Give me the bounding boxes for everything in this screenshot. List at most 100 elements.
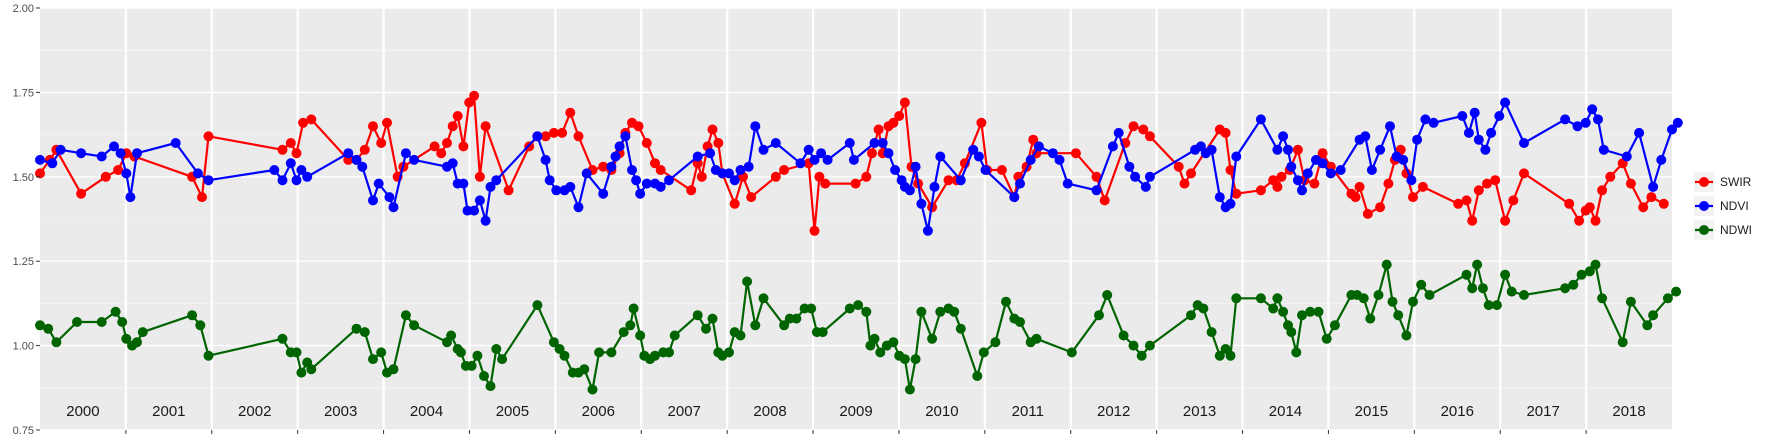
data-point bbox=[1373, 290, 1384, 300]
data-point bbox=[904, 185, 915, 196]
data-point bbox=[1508, 195, 1519, 206]
data-point bbox=[1102, 290, 1113, 300]
data-point bbox=[1491, 300, 1502, 311]
data-point bbox=[557, 127, 568, 138]
data-point bbox=[203, 131, 214, 142]
data-point bbox=[1480, 144, 1491, 155]
data-point bbox=[1375, 144, 1386, 155]
data-point bbox=[743, 161, 754, 172]
data-point bbox=[1278, 131, 1289, 142]
year-label: 2012 bbox=[1097, 403, 1130, 420]
data-point bbox=[466, 360, 477, 371]
data-point bbox=[1118, 330, 1129, 341]
data-point bbox=[96, 151, 107, 162]
y-tick-label: 0.75 bbox=[13, 425, 34, 437]
data-point bbox=[1646, 192, 1657, 203]
data-point bbox=[1560, 114, 1571, 125]
data-point bbox=[485, 181, 496, 192]
data-point bbox=[110, 306, 121, 317]
data-point bbox=[894, 111, 905, 121]
data-point bbox=[873, 124, 884, 135]
data-point bbox=[1662, 293, 1673, 304]
data-point bbox=[1453, 198, 1464, 209]
data-point bbox=[1309, 178, 1320, 189]
data-point bbox=[1638, 202, 1649, 213]
data-point bbox=[1500, 97, 1511, 108]
data-point bbox=[692, 151, 703, 162]
data-point bbox=[1358, 293, 1369, 304]
data-point bbox=[551, 185, 562, 196]
data-point bbox=[480, 215, 491, 226]
data-point bbox=[469, 205, 480, 216]
data-point bbox=[203, 350, 214, 361]
data-point bbox=[1597, 293, 1608, 304]
data-point bbox=[76, 148, 87, 159]
data-point bbox=[888, 337, 899, 348]
data-point bbox=[357, 161, 368, 172]
data-point bbox=[1091, 171, 1102, 182]
data-point bbox=[1255, 114, 1266, 125]
data-point bbox=[291, 347, 302, 358]
data-point bbox=[713, 138, 724, 148]
data-point bbox=[203, 175, 214, 186]
data-point bbox=[1255, 293, 1266, 304]
data-point bbox=[540, 154, 551, 165]
data-point bbox=[302, 171, 313, 182]
data-point bbox=[1467, 283, 1478, 294]
y-tick-label: 1.75 bbox=[13, 87, 34, 99]
legend-key-marker bbox=[1699, 177, 1709, 187]
data-point bbox=[1225, 165, 1236, 175]
data-point bbox=[1366, 165, 1377, 175]
data-point bbox=[1047, 148, 1058, 159]
data-point bbox=[192, 168, 203, 179]
data-point bbox=[735, 165, 746, 175]
data-point bbox=[701, 323, 711, 334]
data-point bbox=[669, 330, 680, 341]
data-point bbox=[388, 364, 399, 375]
data-point bbox=[400, 148, 411, 159]
data-point bbox=[779, 320, 790, 331]
year-label: 2017 bbox=[1526, 403, 1559, 420]
data-point bbox=[610, 151, 621, 162]
data-point bbox=[96, 317, 107, 327]
data-point bbox=[1124, 161, 1135, 172]
data-point bbox=[1424, 290, 1435, 300]
data-point bbox=[1225, 350, 1236, 361]
data-point bbox=[1519, 138, 1529, 148]
data-point bbox=[306, 114, 317, 125]
data-point bbox=[458, 141, 469, 152]
data-point bbox=[269, 165, 280, 175]
legend-label: SWIR bbox=[1720, 175, 1752, 189]
data-point bbox=[861, 171, 872, 182]
data-point bbox=[1398, 154, 1409, 165]
year-label: 2015 bbox=[1355, 403, 1388, 420]
legend: SWIR NDVI NDWI bbox=[1690, 166, 1770, 256]
data-point bbox=[943, 175, 954, 186]
data-point bbox=[1621, 151, 1632, 162]
data-point bbox=[978, 347, 989, 358]
data-point bbox=[791, 313, 802, 324]
data-point bbox=[1144, 171, 1155, 182]
data-point bbox=[1584, 266, 1595, 277]
data-point bbox=[735, 330, 746, 341]
year-label: 2006 bbox=[582, 403, 615, 420]
data-point bbox=[620, 131, 631, 142]
data-point bbox=[750, 320, 761, 331]
data-point bbox=[955, 175, 966, 186]
data-point bbox=[664, 347, 674, 358]
data-point bbox=[1302, 168, 1313, 179]
data-point bbox=[1560, 283, 1571, 294]
year-label: 2014 bbox=[1269, 403, 1302, 420]
data-point bbox=[376, 138, 387, 148]
data-point bbox=[655, 165, 666, 175]
data-point bbox=[1140, 181, 1151, 192]
data-point bbox=[1412, 134, 1423, 145]
data-point bbox=[633, 121, 644, 132]
data-point bbox=[650, 350, 660, 361]
data-point bbox=[1015, 178, 1025, 189]
data-point bbox=[1206, 144, 1217, 155]
data-point bbox=[1009, 192, 1020, 203]
data-point bbox=[606, 347, 617, 358]
data-point bbox=[1278, 306, 1289, 317]
year-label: 2018 bbox=[1612, 403, 1645, 420]
